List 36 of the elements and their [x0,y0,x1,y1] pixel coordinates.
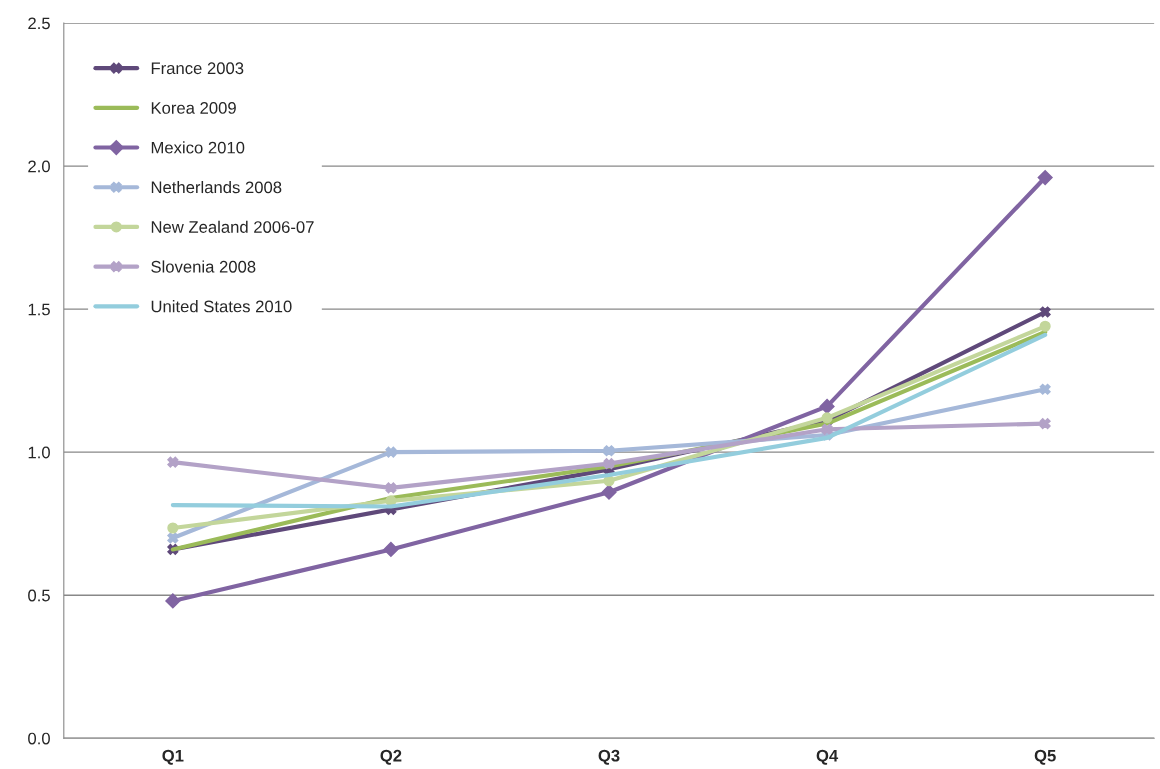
point [601,484,617,500]
point [385,446,397,458]
y-tick-label: 2.5 [28,17,50,30]
point [1039,418,1051,430]
legend-label: Mexico 2010 [151,141,245,154]
legend-label: Slovenia 2008 [151,260,256,273]
line-series [170,332,1048,509]
point [821,423,833,435]
point [385,482,397,494]
point [165,593,181,609]
y-tick-label: 0.5 [28,589,50,602]
point [1039,320,1051,332]
legend-label: Korea 2009 [151,102,236,114]
point [167,532,179,544]
point [1039,306,1051,318]
legend-label: France 2003 [151,62,244,75]
point [167,456,179,468]
point [603,445,615,457]
x-tick-label: Q5 [1034,749,1056,765]
y-tick-label: 1.5 [28,303,50,316]
point [1037,169,1053,186]
y-tick-label: 0.0 [28,732,50,745]
point [603,458,615,470]
y-tick-label: 2.0 [28,160,50,173]
legend-label: Netherlands 2008 [151,181,282,194]
x-tick-label: Q3 [598,749,620,765]
point [167,522,179,534]
x-tick-label: Q1 [162,749,184,765]
point [383,541,399,558]
x-tick-label: Q4 [816,749,839,765]
legend-label: United States 2010 [151,300,292,313]
point [1039,383,1051,395]
point [819,398,835,414]
y-tick-label: 1.0 [28,446,50,459]
legend-label: New Zealand 2006-07 [151,220,314,233]
x-tick-label: Q2 [380,749,402,765]
